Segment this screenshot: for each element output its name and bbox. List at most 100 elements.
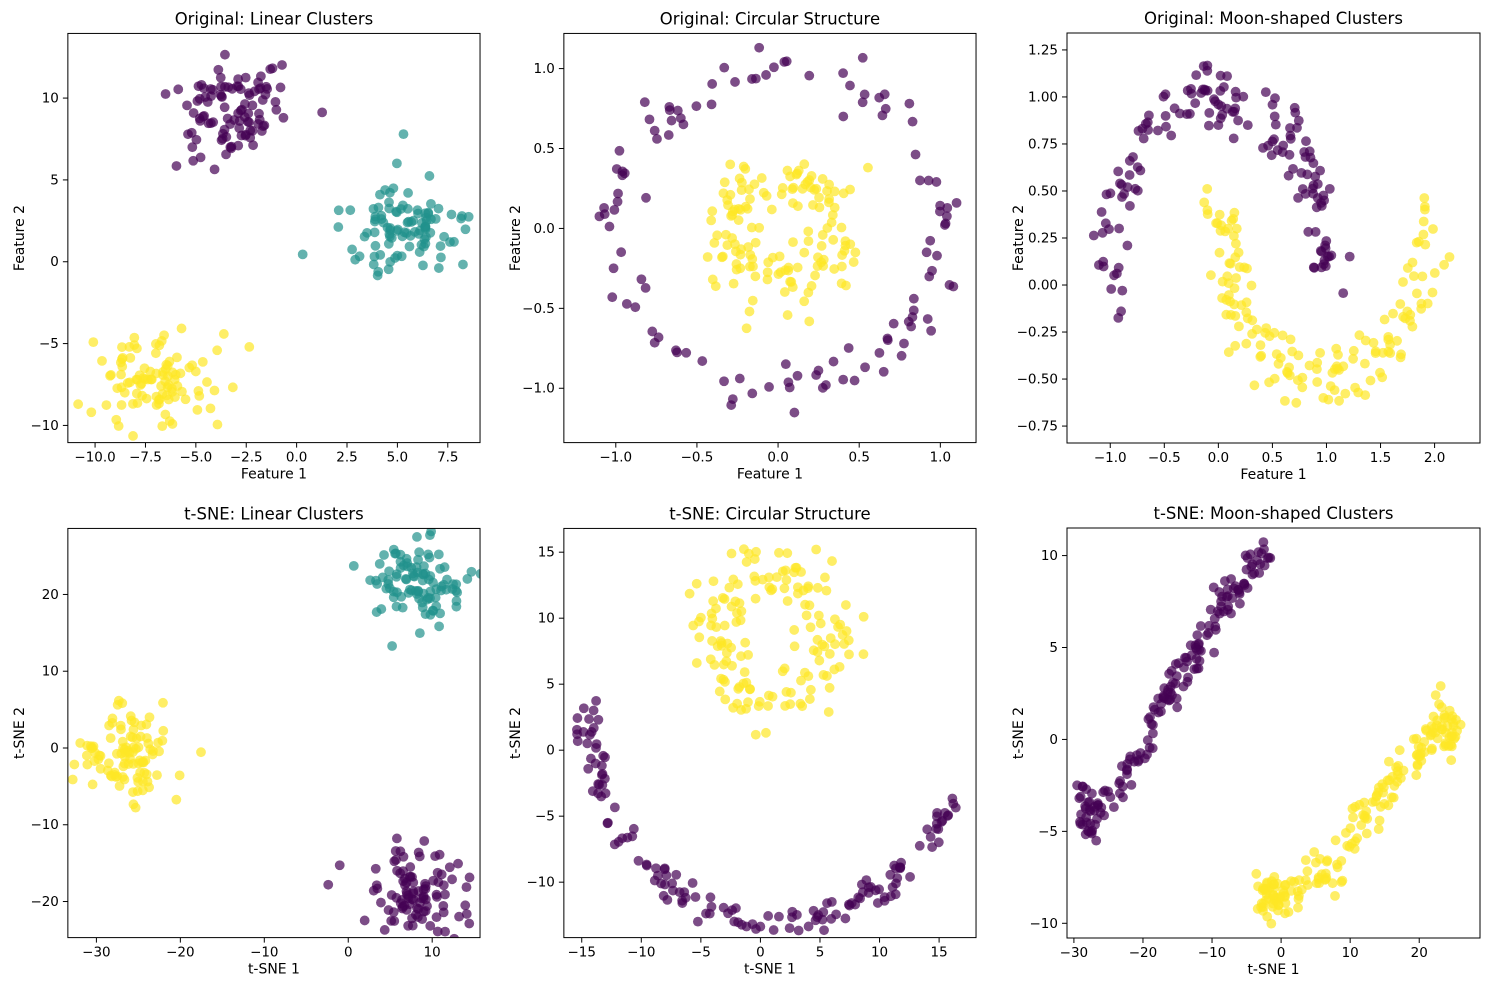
scatter-series-outer-ring-purple — [594, 42, 962, 418]
y-tick-label: 1.00 — [1028, 89, 1058, 105]
subplot-tsne-circular-structure: −15 −10 −5 0 5 10 15 −10 −5 0 5 10 15 t-SNE: Circular… — [496, 495, 992, 990]
axes-frame — [67, 32, 481, 444]
x-tick-label: −10 — [250, 945, 278, 961]
x-tick-label: 15 — [931, 945, 948, 961]
scatter-series-outer-class-purple — [572, 695, 961, 936]
y-tick-label: −0.25 — [1017, 325, 1058, 341]
scatter-series-cluster-1-teal — [297, 129, 474, 281]
y-tick-label: 0.75 — [1028, 136, 1058, 152]
x-tick-label: −15 — [568, 945, 596, 961]
y-tick-label: −10 — [526, 875, 554, 891]
x-tick-label: 0 — [344, 945, 353, 961]
chart-title: t-SNE: Moon-shaped Clusters — [1154, 504, 1394, 523]
y-tick-label: −5 — [535, 809, 555, 825]
chart-title: Original: Moon-shaped Clusters — [1144, 9, 1403, 28]
subplot-tsne-moon-shaped-clusters: −30 −20 −10 0 10 20 −10 −5 0 5 10 t-SNE: Moon-shape… — [992, 495, 1489, 990]
scatter-series-cluster-0-purple — [323, 833, 475, 938]
scatter-series-inner-disc-yellow — [702, 159, 873, 334]
x-axis-label: t-SNE 1 — [744, 962, 796, 978]
x-tick-label: −5.0 — [179, 450, 212, 466]
x-tick-label: 20 — [1411, 945, 1428, 961]
chart-canvas: −15 −10 −5 0 5 10 15 −10 −5 0 5 10 15 t-SNE: Circular… — [508, 504, 977, 978]
x-tick-label: 1.0 — [930, 450, 951, 466]
axes-frame — [563, 527, 977, 939]
scatter-series-cluster-1-teal — [348, 528, 481, 651]
y-tick-label: 10 — [42, 664, 59, 680]
y-tick-label: −20 — [30, 894, 58, 910]
y-tick-label: −1.0 — [522, 381, 555, 397]
x-tick-label: 10 — [424, 945, 441, 961]
x-tick-label: −2.5 — [230, 450, 263, 466]
y-tick-label: 5 — [546, 677, 555, 693]
x-axis-label: t-SNE 1 — [248, 962, 300, 978]
x-tick-label: −30 — [1060, 945, 1089, 961]
scatter-series-upper-moon-purple — [1088, 60, 1355, 323]
x-tick-label: −1.0 — [599, 450, 632, 466]
x-axis-label: Feature 1 — [241, 467, 307, 483]
y-tick-label: 10 — [538, 611, 555, 627]
y-tick-label: 15 — [538, 545, 555, 561]
y-tick-label: 10 — [1041, 548, 1058, 564]
x-tick-label: 0 — [756, 945, 765, 961]
chart-canvas: −1.0 −0.5 0.0 0.5 1.0 −1.0 −0.5 0.0 0.5 1.0 Origin… — [508, 9, 977, 483]
y-axis-label: t-SNE 2 — [12, 707, 28, 759]
subplot-original-linear-clusters: −10.0 −7.5 −5.0 −2.5 0.0 2.5 5.0 7.5 −10 −5 0 5 10 Or… — [0, 0, 496, 495]
x-tick-label: −10 — [627, 945, 655, 961]
x-tick-label: −10 — [1198, 945, 1227, 961]
y-tick-label: 0.50 — [1028, 183, 1058, 199]
x-tick-label: 0.5 — [848, 450, 869, 466]
chart-title: Original: Circular Structure — [660, 9, 880, 28]
x-tick-label: −1.0 — [1094, 450, 1127, 466]
x-axis-label: t-SNE 1 — [1247, 962, 1299, 978]
y-tick-label: 1.25 — [1028, 42, 1058, 58]
scatter-series-cluster-0-purple — [160, 49, 328, 175]
x-tick-label: −20 — [166, 945, 194, 961]
y-tick-label: 0 — [50, 254, 59, 270]
subplot-tsne-linear-clusters: −30 −20 −10 0 10 −20 −10 0 10 20 t-SNE: Linear Clu… — [0, 495, 496, 990]
x-tick-label: 0.5 — [1262, 450, 1283, 466]
x-tick-label: 5.0 — [387, 450, 408, 466]
scatter-series-cluster-2-yellow — [67, 695, 206, 813]
y-axis-label: Feature 2 — [1011, 205, 1027, 271]
chart-title: t-SNE: Circular Structure — [669, 504, 870, 523]
y-tick-label: 1.0 — [533, 61, 554, 77]
y-axis-label: Feature 2 — [12, 205, 28, 271]
scatter-series-cluster-2-yellow — [73, 323, 255, 441]
y-tick-label: −0.50 — [1017, 372, 1058, 388]
y-tick-label: 5 — [1049, 640, 1058, 656]
x-tick-label: 2.5 — [336, 450, 357, 466]
x-tick-label: 1.5 — [1370, 450, 1391, 466]
y-tick-label: 0 — [1049, 732, 1058, 748]
x-tick-label: 5 — [816, 945, 825, 961]
subplot-original-moon-shaped-clusters: −1.0 −0.5 0.0 0.5 1.0 1.5 2.0 −0.75 −0.50 −0.25 0.… — [992, 0, 1489, 495]
chart-canvas: −1.0 −0.5 0.0 0.5 1.0 1.5 2.0 −0.75 −0.50 −0.25 0.… — [1011, 9, 1481, 483]
y-tick-label: 0.00 — [1028, 278, 1058, 294]
scatter-series-moon-1-yellow — [1251, 681, 1466, 929]
y-axis-label: t-SNE 2 — [508, 707, 524, 759]
chart-canvas: −30 −20 −10 0 10 20 −10 −5 0 5 10 t-SNE: Moon-shape… — [1011, 504, 1481, 978]
axes-frame — [67, 527, 481, 939]
y-tick-label: −10 — [1030, 916, 1059, 932]
scatter-series-inner-class-yellow — [684, 544, 869, 740]
x-tick-label: −5 — [691, 945, 711, 961]
y-axis-label: t-SNE 2 — [1011, 707, 1027, 759]
y-tick-label: 0.25 — [1028, 231, 1058, 247]
y-tick-label: 20 — [42, 587, 59, 603]
subplot-original-circular-structure: −1.0 −0.5 0.0 0.5 1.0 −1.0 −0.5 0.0 0.5 1.0 Origin… — [496, 0, 992, 495]
y-tick-label: −5 — [1038, 824, 1058, 840]
y-tick-label: −10 — [30, 817, 58, 833]
x-tick-label: 2.0 — [1424, 450, 1445, 466]
x-tick-label: 0.0 — [767, 450, 788, 466]
x-axis-label: Feature 1 — [737, 467, 803, 483]
y-tick-label: 0 — [546, 743, 555, 759]
x-axis-label: Feature 1 — [1240, 467, 1306, 483]
y-tick-label: 0.0 — [533, 221, 554, 237]
y-tick-label: −0.5 — [522, 301, 555, 317]
x-tick-label: 7.5 — [437, 450, 458, 466]
y-tick-label: −0.75 — [1017, 419, 1058, 435]
x-tick-label: 10 — [871, 945, 888, 961]
y-tick-label: 10 — [42, 91, 59, 107]
chart-title: t-SNE: Linear Clusters — [184, 504, 364, 523]
x-tick-label: −0.5 — [681, 450, 714, 466]
scatter-series-moon-0-purple — [1072, 537, 1276, 846]
